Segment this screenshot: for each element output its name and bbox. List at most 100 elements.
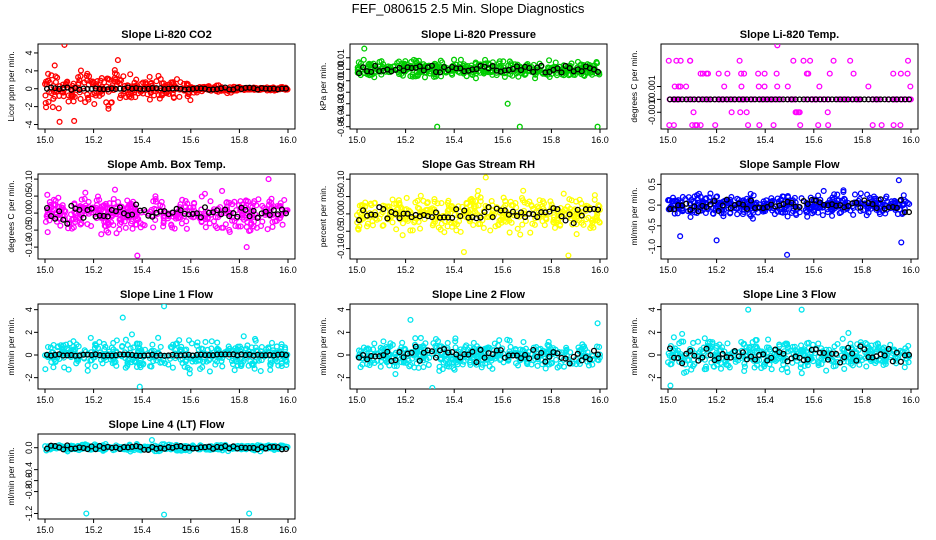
highlight-point (193, 210, 200, 217)
highlight-point (48, 442, 55, 449)
data-point (129, 225, 136, 232)
data-point (150, 92, 157, 99)
highlight-point (792, 203, 799, 210)
highlight-point (441, 214, 448, 221)
data-point (178, 220, 185, 227)
highlight-point (853, 96, 860, 103)
data-point (897, 70, 904, 77)
outlier-point (898, 239, 905, 246)
data-point (506, 229, 513, 236)
highlight-point (153, 445, 160, 452)
data-point (45, 70, 52, 77)
data-point (128, 359, 135, 366)
data-point (897, 122, 904, 129)
highlight-point (457, 213, 464, 220)
data-point (111, 186, 119, 193)
data-point (724, 340, 731, 347)
data-point (517, 231, 524, 238)
highlight-point (691, 352, 698, 359)
data-point (102, 343, 109, 350)
highlight-point (558, 69, 565, 76)
highlight-point (234, 213, 241, 220)
data-point (875, 341, 882, 348)
outlier-point (243, 244, 250, 251)
data-point (473, 343, 480, 350)
data-point (472, 198, 479, 205)
highlight-point (380, 352, 387, 359)
outlier-point (265, 176, 272, 183)
highlight-point (780, 350, 787, 357)
data-point (869, 122, 876, 129)
data-point (165, 361, 172, 368)
data-point (512, 347, 519, 354)
data-point (82, 189, 89, 196)
data-point (184, 364, 191, 371)
data-point (409, 227, 416, 234)
data-point (173, 76, 181, 83)
data-point (717, 359, 724, 366)
data-point (890, 70, 897, 77)
highlight-point (788, 199, 795, 206)
highlight-point (574, 206, 581, 213)
highlight-point (861, 346, 868, 353)
data-point (371, 340, 378, 347)
highlight-point (760, 351, 767, 358)
highlight-point (254, 214, 261, 221)
data-point (778, 366, 785, 373)
y-tick-label: -0.5 (647, 218, 657, 234)
x-tick-label: 15.8 (543, 135, 561, 145)
panel-title: Slope Line 2 Flow (432, 289, 525, 301)
data-point (712, 122, 719, 129)
data-point (75, 80, 82, 87)
highlight-point (905, 209, 913, 216)
data-point (190, 204, 197, 211)
highlight-point (368, 211, 375, 218)
data-point (830, 57, 837, 64)
data-point (811, 203, 818, 211)
x-tick-label: 15.0 (348, 395, 366, 405)
highlight-point (517, 209, 525, 216)
data-point (183, 225, 190, 232)
highlight-point (901, 96, 908, 103)
data-point (477, 69, 484, 76)
data-point (55, 105, 62, 112)
data-point (743, 202, 750, 209)
highlight-point (509, 65, 516, 73)
data-point (124, 341, 131, 349)
highlight-point (538, 209, 545, 216)
data-point (214, 339, 221, 346)
data-point (721, 83, 728, 90)
highlight-point (513, 352, 521, 359)
highlight-point (436, 214, 444, 221)
highlight-point (360, 207, 367, 214)
data-point (158, 91, 165, 98)
data-point (762, 96, 769, 103)
data-point (441, 229, 448, 236)
highlight-point (837, 359, 844, 366)
highlight-point (885, 345, 892, 353)
data-point (214, 345, 221, 352)
x-tick-label: 15.4 (445, 265, 463, 275)
y-tick-label: 0.10 (24, 170, 34, 188)
data-point (210, 218, 218, 225)
data-point (392, 371, 399, 378)
highlight-point (270, 85, 277, 92)
chart-panel: Slope Amb. Box Temp.15.0 15.2 15.4 15.6 15.8… (6, 159, 297, 275)
data-point (765, 336, 772, 343)
data-point (255, 196, 262, 203)
data-point (44, 343, 52, 351)
highlight-point (246, 213, 253, 220)
outlier-point (407, 316, 414, 323)
highlight-point (282, 210, 290, 217)
highlight-point (380, 206, 387, 213)
data-point (475, 202, 482, 209)
x-tick-label: 15.4 (133, 395, 151, 405)
highlight-point (157, 208, 164, 215)
highlight-point (246, 84, 253, 91)
data-point (525, 348, 532, 355)
x-tick-label: 16.0 (279, 135, 297, 145)
highlight-point (133, 352, 140, 359)
highlight-point (436, 69, 444, 76)
